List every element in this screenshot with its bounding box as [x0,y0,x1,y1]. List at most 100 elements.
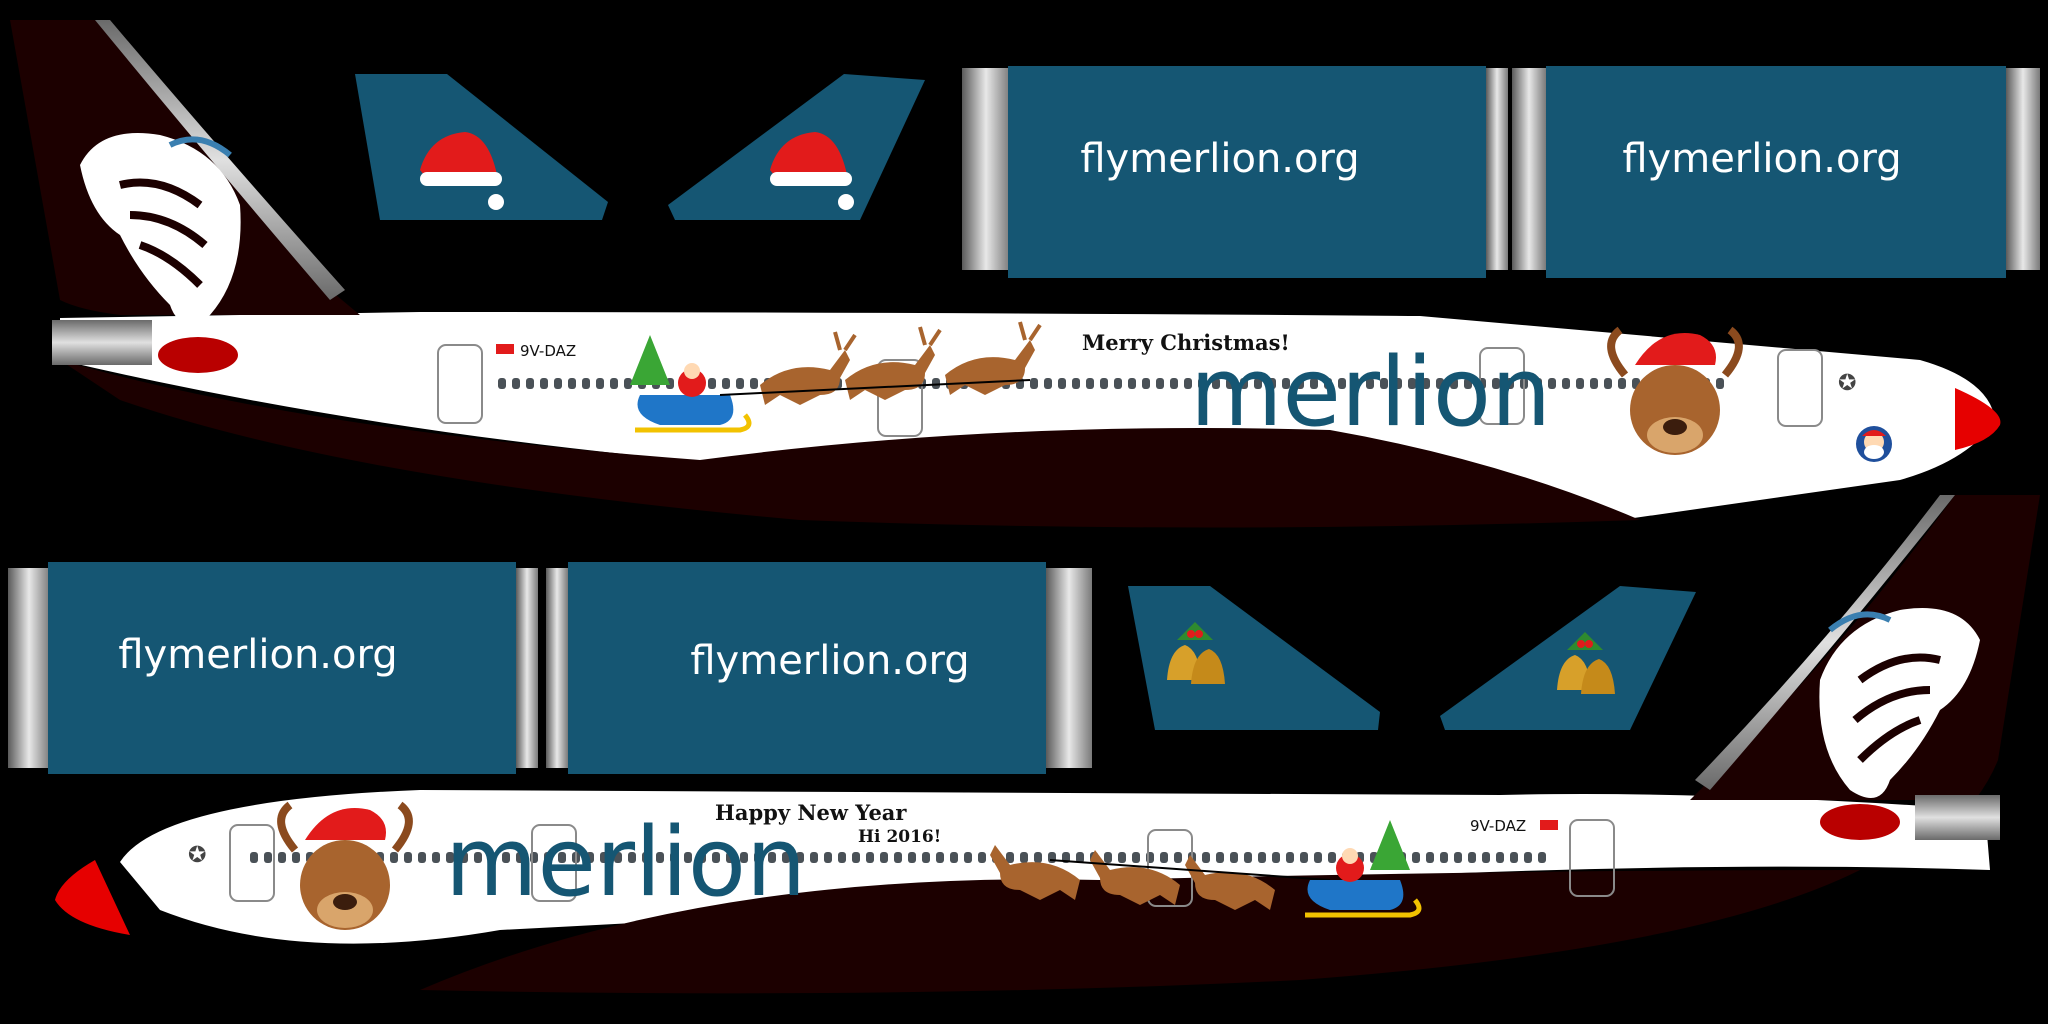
brand-wordmark: merlion [445,808,806,918]
cabin-window [1394,378,1402,389]
cabin-window [502,852,510,863]
cabin-window [1156,378,1164,389]
cabin-window [540,378,548,389]
cabin-window [698,852,706,863]
cabin-window [516,852,524,863]
cabin-window [1352,378,1360,389]
cabin-window [558,852,566,863]
cabin-window [1086,378,1094,389]
registration-label: 9V-DAZ [1470,817,1526,835]
cabin-window [1006,852,1014,863]
engine-panel-url: flymerlion.org [690,638,969,684]
door [437,344,483,424]
santa-hat-icon [420,132,504,210]
cabin-window [1216,852,1224,863]
cabin-window [512,378,520,389]
cabin-window [1118,852,1126,863]
lion-head-logo-icon [80,133,241,323]
cabin-window [1058,378,1066,389]
cabin-window [610,378,618,389]
engine-panel-url: flymerlion.org [118,632,397,678]
cabin-window [1128,378,1136,389]
cabin-window [1100,378,1108,389]
cabin-window [1324,378,1332,389]
cabin-window [1506,378,1514,389]
cabin-window [498,378,506,389]
cabin-window [922,852,930,863]
cabin-window [488,852,496,863]
santa-sleigh-icon [1305,820,1422,918]
cabin-window [950,852,958,863]
star-alliance-icon: ✪ [188,843,206,868]
cabin-window [1492,378,1500,389]
cabin-window [642,852,650,863]
cabin-window [838,852,846,863]
cabin-window [1338,378,1346,389]
cabin-window [810,852,818,863]
greeting-text: Happy New Year [715,800,907,825]
cabin-window [1030,378,1038,389]
cabin-window [1422,378,1430,389]
cabin-window [1282,378,1290,389]
engine-panel-url: flymerlion.org [1622,136,1901,182]
cabin-window [908,852,916,863]
cabin-window [880,852,888,863]
cabin-window [474,852,482,863]
cabin-window [582,378,590,389]
cabin-window [1436,378,1444,389]
cabin-window [1174,852,1182,863]
cabin-window [1464,378,1472,389]
cabin-window [1310,378,1318,389]
cabin-window [1170,378,1178,389]
cabin-window [250,852,258,863]
cabin-window [1114,378,1122,389]
christmas-bells-icon [1167,622,1225,684]
cabin-window [292,852,300,863]
santa-hat-icon [770,132,854,210]
cabin-window [894,852,902,863]
cabin-window [656,852,664,863]
santa-sleigh-icon [630,335,752,433]
cabin-window [722,378,730,389]
cabin-window [726,852,734,863]
cabin-window [432,852,440,863]
cabin-window [1132,852,1140,863]
cabin-window [1328,852,1336,863]
reindeer-face-icon [277,801,413,930]
cabin-window [624,378,632,389]
cabin-window [740,852,748,863]
cabin-window [1534,378,1542,389]
cabin-window [1254,378,1262,389]
cabin-window [1268,378,1276,389]
cabin-window [1104,852,1112,863]
engine-panel-bottom-right: flymerlion.org [546,562,1092,774]
cabin-window [1230,852,1238,863]
cabin-window [754,852,762,863]
cabin-window [526,378,534,389]
cabin-window [1142,378,1150,389]
flag-icon [1540,820,1558,830]
door [1777,349,1823,427]
cabin-window [1258,852,1266,863]
cabin-window [1482,852,1490,863]
cabin-window [390,852,398,863]
engine-panel-top-left: flymerlion.org [962,66,1508,278]
greeting-text: Merry Christmas! [1082,330,1290,355]
cabin-window [1212,378,1220,389]
cabin-window [1184,378,1192,389]
upper-fuselage: 9V-DAZ Merry Christmas! merlion [10,20,2001,528]
brand-wordmark: merlion [1190,338,1551,448]
christmas-bells-icon [1557,632,1615,694]
cabin-window [614,852,622,863]
cabin-window [1072,378,1080,389]
door [531,824,577,902]
engine-panel-url: flymerlion.org [1080,136,1359,182]
cabin-window [670,852,678,863]
cabin-window [264,852,272,863]
cabin-window [1020,852,1028,863]
santa-face-icon [1856,426,1892,462]
cabin-window [1510,852,1518,863]
cabin-window [750,378,758,389]
cabin-window [866,852,874,863]
